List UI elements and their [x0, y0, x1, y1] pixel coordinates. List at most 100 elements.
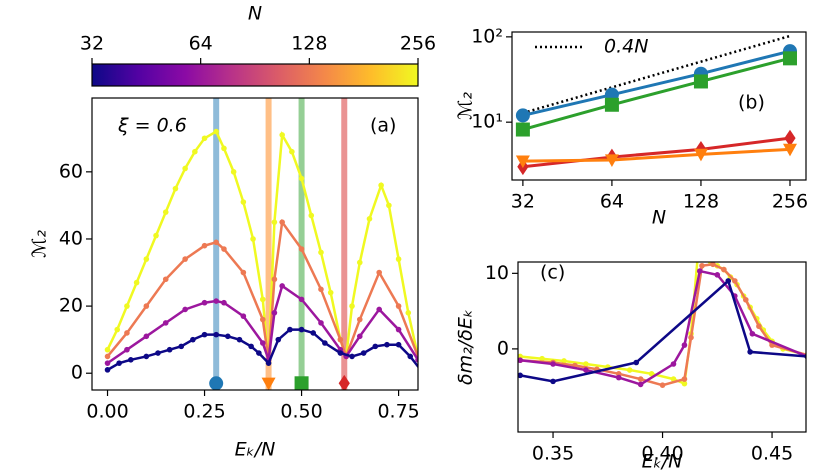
marker — [221, 145, 227, 152]
marker — [209, 376, 224, 390]
marker — [515, 122, 530, 137]
marker — [201, 331, 208, 338]
marker — [699, 262, 705, 269]
marker — [756, 323, 762, 330]
marker — [240, 313, 247, 319]
y-tick-label: 10 — [485, 262, 509, 284]
marker — [550, 361, 556, 367]
marker — [310, 330, 317, 336]
marker — [637, 376, 644, 382]
series-line — [106, 218, 418, 361]
y-tick-label: 0 — [497, 337, 509, 359]
marker — [395, 303, 402, 309]
marker — [681, 342, 688, 348]
marker — [143, 256, 150, 262]
marker — [395, 341, 402, 348]
marker — [583, 367, 589, 373]
series-line — [106, 328, 418, 371]
y-tick-label: 40 — [59, 227, 83, 249]
marker — [561, 358, 567, 364]
series-line — [520, 269, 806, 386]
marker — [190, 336, 196, 343]
colorbar-tick-label: 32 — [80, 33, 104, 55]
marker — [221, 299, 227, 306]
marker — [201, 135, 208, 142]
y-tick-label: 10² — [471, 25, 503, 47]
marker — [128, 356, 134, 363]
marker — [298, 296, 305, 303]
y-tick-label: 10¹ — [471, 111, 503, 133]
marker — [298, 246, 305, 252]
marker — [338, 374, 350, 390]
x-axis-label: Eₖ/N — [235, 439, 276, 461]
marker — [637, 381, 644, 388]
marker — [294, 376, 309, 390]
marker — [279, 219, 285, 225]
axes-frame — [511, 31, 807, 181]
marker — [133, 279, 140, 286]
marker — [604, 154, 619, 168]
marker — [415, 356, 418, 363]
marker — [124, 330, 130, 336]
marker — [124, 346, 130, 353]
marker — [213, 239, 219, 246]
marker — [696, 268, 703, 274]
marker — [162, 276, 169, 283]
marker — [104, 360, 111, 366]
marker — [116, 360, 122, 366]
marker — [395, 326, 402, 333]
marker — [419, 369, 425, 375]
marker — [604, 97, 619, 112]
marker — [515, 108, 530, 123]
marker — [318, 249, 324, 256]
x-tick-label: 0.45 — [751, 443, 793, 465]
x-tick-label: 64 — [600, 191, 624, 213]
marker — [407, 353, 414, 360]
marker — [710, 262, 716, 268]
marker — [279, 283, 285, 289]
panel-label: (b) — [738, 92, 765, 114]
marker — [356, 259, 363, 266]
marker — [366, 216, 373, 222]
marker — [360, 350, 367, 356]
marker — [721, 266, 727, 273]
marker — [349, 303, 355, 309]
x-tick-label: 0.35 — [532, 443, 574, 465]
marker — [376, 269, 382, 276]
marker — [681, 376, 688, 382]
marker — [378, 182, 384, 189]
x-tick-label: 0.75 — [377, 401, 419, 423]
colorbar — [91, 63, 419, 87]
series-line — [106, 129, 418, 364]
marker — [659, 382, 666, 388]
marker — [386, 202, 392, 209]
marker — [250, 236, 256, 242]
y-tick-label: 20 — [59, 295, 83, 317]
marker — [236, 336, 243, 343]
marker — [225, 333, 231, 340]
x-tick-label: 256 — [772, 191, 808, 213]
plot-area — [518, 262, 806, 388]
marker — [782, 143, 797, 157]
marker — [230, 169, 237, 175]
marker — [192, 148, 198, 155]
x-axis-label: Eₖ/N — [642, 451, 683, 473]
marker — [104, 367, 111, 373]
x-axis-label: N — [652, 207, 666, 229]
marker — [298, 326, 305, 333]
marker — [275, 336, 282, 343]
panel-label: (a) — [370, 115, 396, 137]
marker — [732, 278, 738, 284]
marker — [213, 331, 219, 338]
marker — [162, 320, 169, 326]
marker — [725, 278, 732, 284]
colorbar-tick-label: 64 — [189, 33, 213, 55]
marker — [155, 350, 161, 356]
series-line — [522, 49, 791, 117]
marker — [804, 353, 806, 360]
marker — [271, 310, 278, 316]
marker — [259, 316, 266, 323]
marker — [693, 148, 708, 162]
marker — [356, 316, 363, 323]
